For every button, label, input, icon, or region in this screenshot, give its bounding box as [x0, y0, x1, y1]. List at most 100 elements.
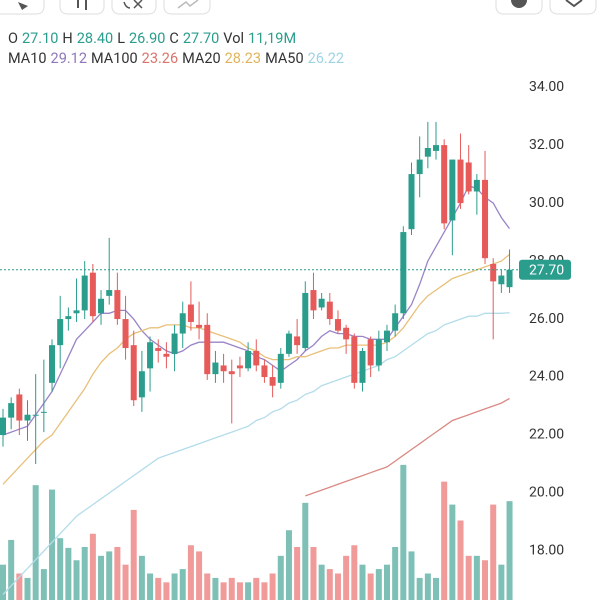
volume-bar [106, 551, 113, 600]
volume-bar [8, 539, 15, 600]
volume-bar [318, 564, 325, 600]
candle-body [32, 414, 39, 416]
candle-body [465, 162, 472, 192]
legend-value: 26.90 [129, 30, 166, 47]
volume-bar [155, 577, 162, 600]
volume-bar [24, 577, 31, 600]
volume-bar [473, 555, 480, 600]
candle-body [163, 353, 170, 357]
candle-body [220, 365, 227, 372]
candle-body [0, 417, 6, 436]
toolbar [0, 0, 597, 15]
tool-button[interactable] [495, 0, 543, 15]
share-icon [565, 0, 583, 8]
candle-body [65, 316, 72, 320]
candle-body [81, 275, 88, 311]
candle-body [498, 275, 505, 285]
legend-key: Vol [223, 30, 244, 47]
candle-body [441, 145, 448, 224]
candle-body [106, 290, 113, 296]
candle-body [261, 365, 268, 378]
legend-value: 11,19M [248, 30, 297, 47]
volume-bar [433, 577, 440, 600]
candle-body [302, 292, 309, 349]
candle-body [204, 324, 211, 375]
candle-body [433, 145, 440, 151]
legend-key: MA10 [8, 50, 47, 67]
tool-button[interactable] [59, 0, 105, 15]
volume-bar [482, 560, 489, 600]
candle-body [269, 377, 276, 386]
candle-body [179, 313, 186, 334]
volume-bar [228, 577, 235, 600]
legend-value: 27.10 [21, 30, 59, 47]
candle-body [16, 394, 23, 421]
candle-body [196, 324, 203, 328]
candle-body [212, 362, 219, 375]
legend-value: 29.12 [50, 50, 87, 67]
candle-body [318, 298, 325, 308]
volume-bar [310, 547, 317, 600]
candle-body [147, 342, 154, 369]
tool-icon [123, 0, 143, 9]
tool-icon [77, 0, 87, 10]
tool-icon [177, 0, 199, 9]
volume-bar [204, 573, 211, 600]
candle-body [245, 350, 252, 369]
volume-bar [424, 573, 431, 600]
volume-bar [122, 564, 129, 600]
volume-bar [506, 501, 513, 600]
candle-body [40, 411, 47, 413]
legend-key: MA50 [265, 50, 304, 67]
volume-bar [285, 530, 292, 600]
tool-button[interactable] [111, 0, 157, 15]
tool-button[interactable] [163, 0, 211, 15]
candle-body [351, 336, 358, 383]
volume-bar [147, 573, 154, 600]
volume-bar [81, 547, 88, 600]
volume-bar [16, 573, 23, 600]
volume-bar [367, 573, 374, 600]
volume-bar [326, 569, 333, 600]
candle-body [236, 365, 243, 369]
volume-bar [236, 582, 243, 600]
candle-body [392, 313, 399, 331]
tool-button[interactable] [0, 0, 45, 15]
candle-body [253, 350, 260, 366]
volume-bar [449, 504, 456, 600]
volume-bar [138, 555, 145, 600]
volume-bar [294, 547, 301, 600]
candle-body [114, 290, 121, 320]
candle-body [334, 319, 341, 331]
last-price-label: 27.70 [529, 262, 564, 278]
candle-body [367, 339, 374, 366]
volume-bar [130, 509, 137, 600]
legend-value: 27.70 [182, 30, 220, 47]
volume-bar [32, 485, 39, 600]
candle-body [383, 330, 390, 343]
candle-body [449, 159, 456, 221]
legend-key: MA100 [90, 50, 138, 67]
volume-bar [457, 520, 464, 600]
volume-bar [277, 555, 284, 600]
candle-body [98, 298, 105, 314]
volume-bar [400, 464, 407, 600]
legend-key: L [117, 30, 125, 47]
ohlc-legend: O 27.10 H 28.40 L 26.90 C 27.70 Vol 11,19M [8, 30, 300, 48]
candle-body [24, 414, 31, 421]
candle-body [506, 269, 513, 288]
candle-body [490, 263, 497, 282]
tool-button[interactable] [549, 0, 597, 15]
volume-bar [351, 545, 358, 600]
y-tick-label: 26.00 [529, 311, 564, 327]
candle-body [457, 159, 464, 204]
volume-bar [375, 569, 382, 600]
y-tick-label: 20.00 [529, 485, 564, 501]
volume-bar [383, 564, 390, 600]
volume-bar [465, 555, 472, 600]
candle-body [89, 272, 96, 317]
candle-body [49, 345, 56, 383]
candle-body [400, 232, 407, 314]
